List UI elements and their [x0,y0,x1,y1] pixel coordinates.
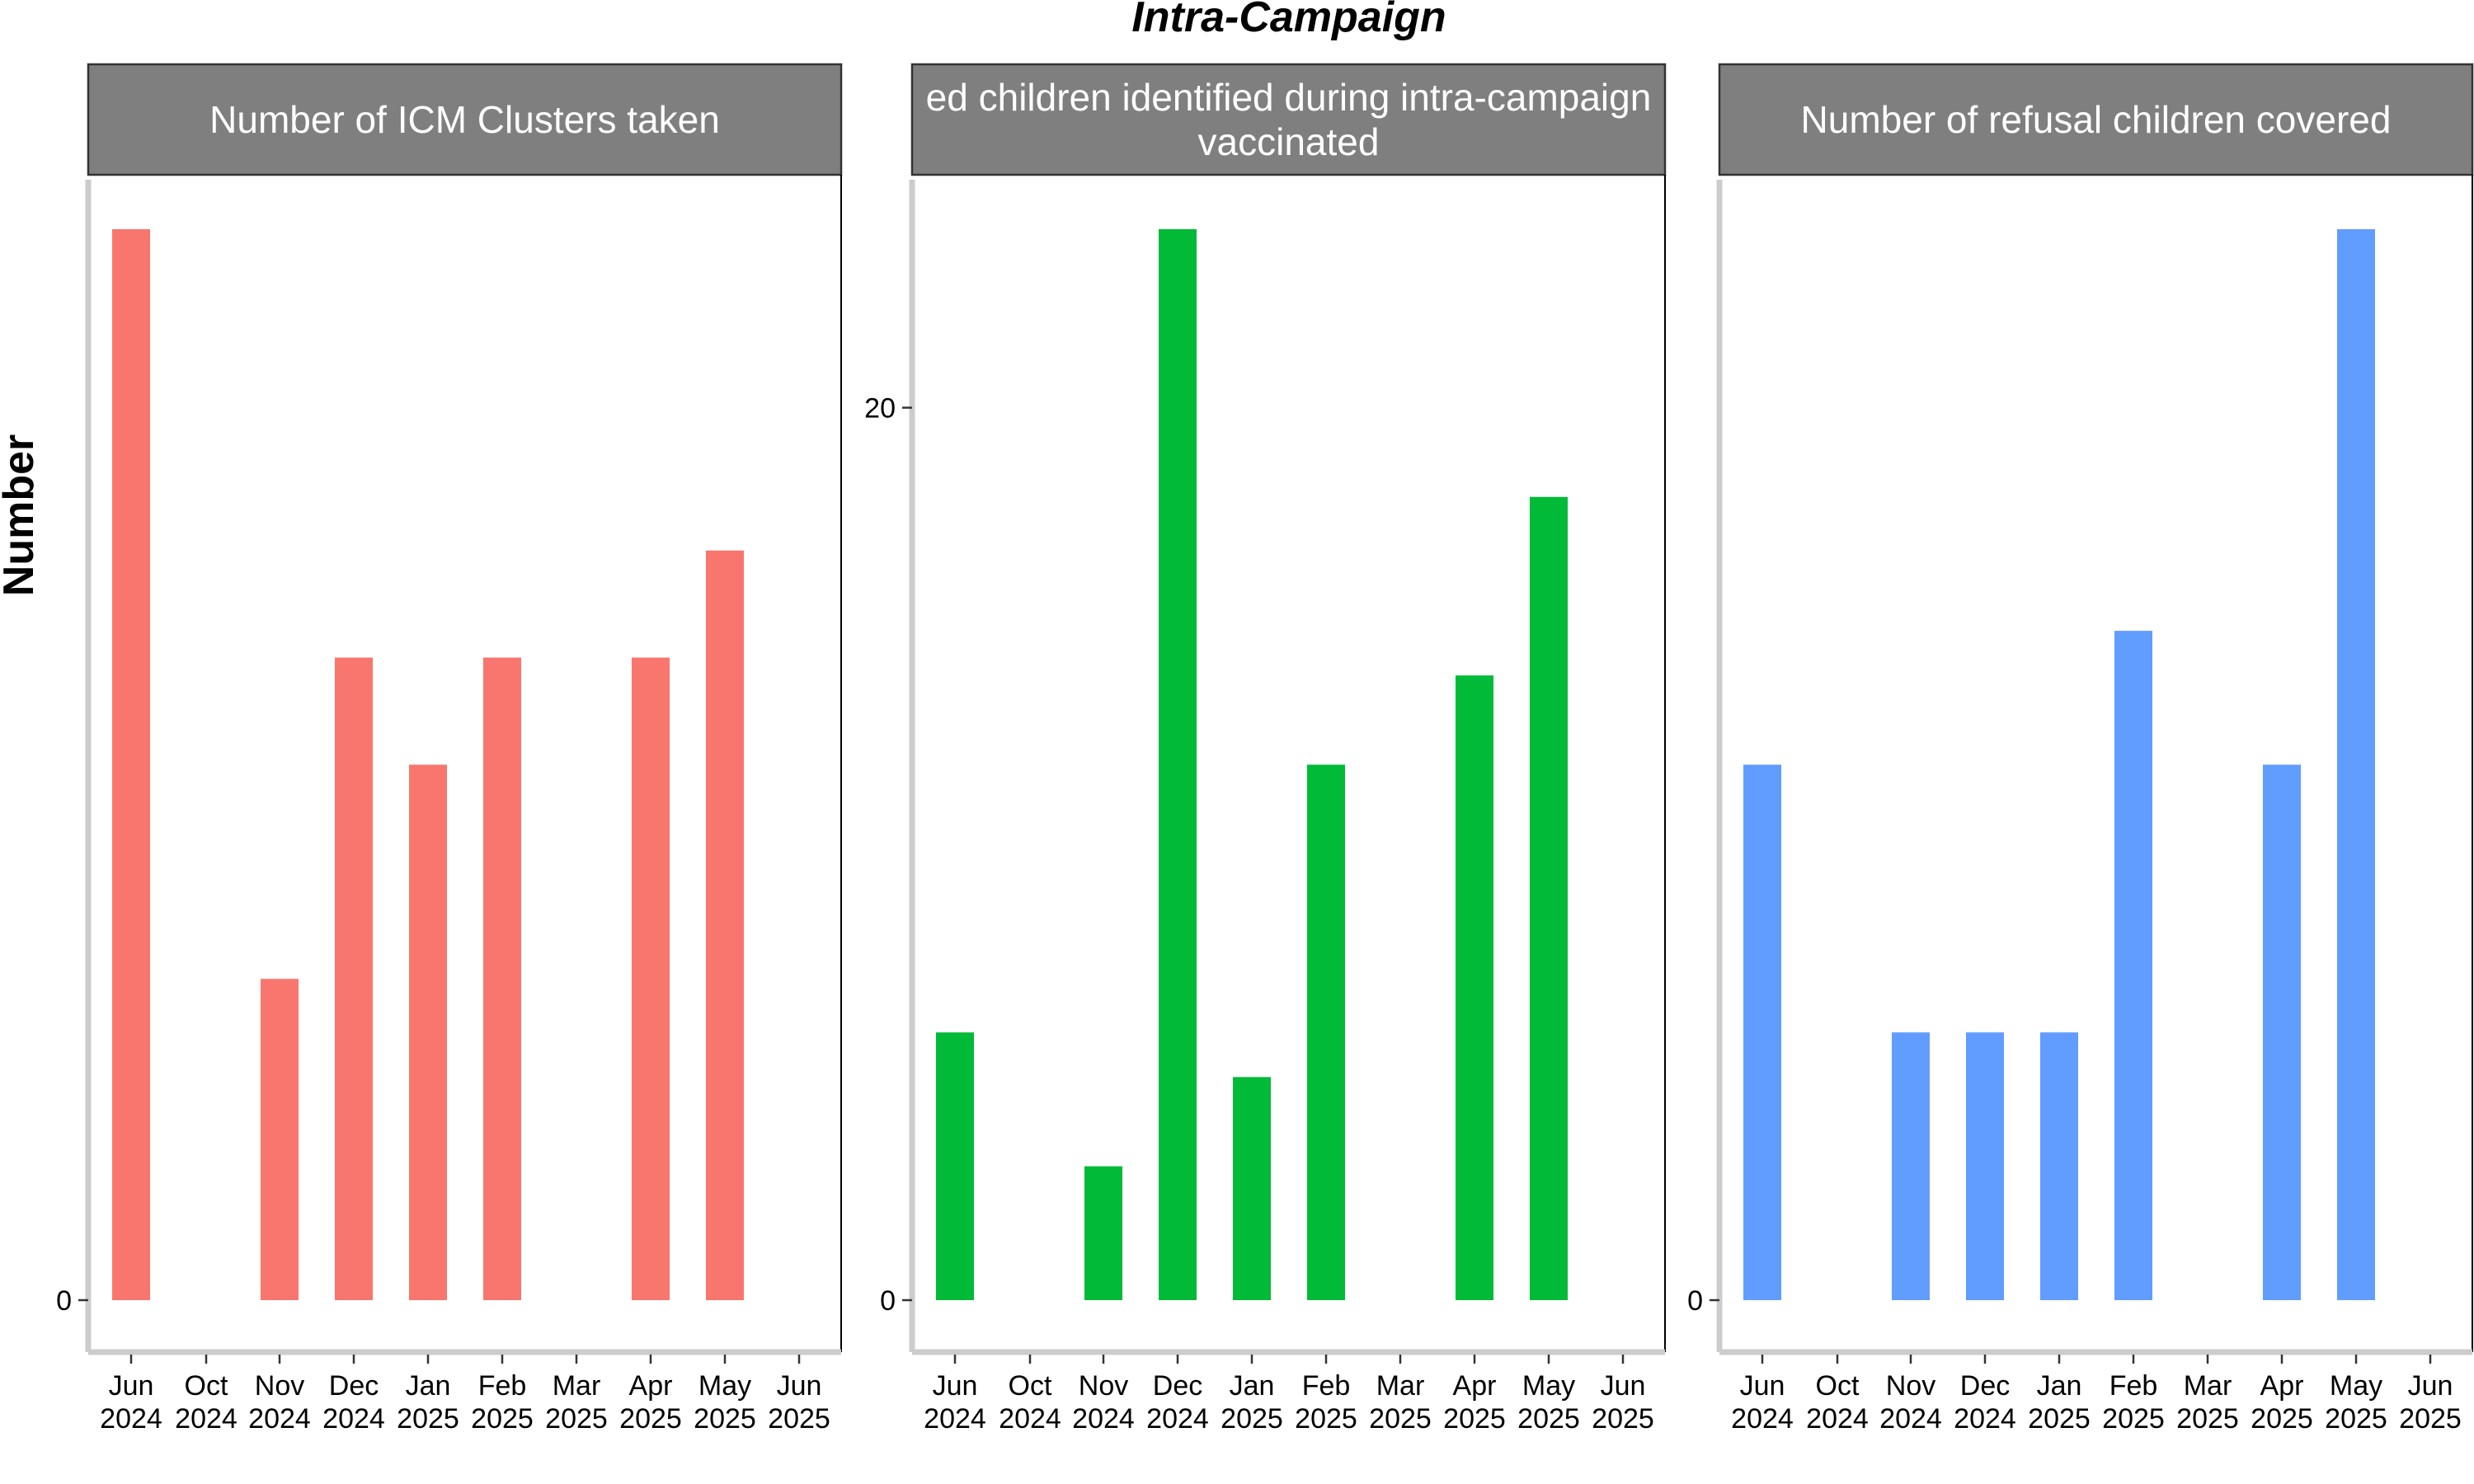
x-tick-label: Jan [2037,1370,2082,1402]
bar [632,657,670,1300]
x-tick-label: 2024 [1731,1403,1794,1435]
bar [706,550,744,1300]
x-tick-label: Dec [1960,1370,2010,1402]
x-tick-label: Jun [777,1370,822,1402]
x-tick-label: Jan [406,1370,451,1402]
x-tick-label: 2025 [1517,1403,1580,1435]
x-tick-label: May [1522,1370,1575,1402]
x-tick-label: 2025 [768,1403,830,1435]
y-tick-label: 20 [864,393,896,425]
x-tick-label: 2025 [397,1403,459,1435]
x-tick-label: Dec [329,1370,379,1402]
facet-strip-title: ed children identified during intra-camp… [926,76,1652,119]
x-tick-label: 2024 [999,1403,1061,1435]
bar [1892,1032,1930,1300]
x-tick-label: Jun [109,1370,154,1402]
facet-strip-title: Number of ICM Clusters taken [209,98,720,141]
bar [1456,675,1493,1300]
x-tick-label: 2024 [1072,1403,1135,1435]
facet-panel: Number of refusal children covered0Jun20… [1687,63,2474,1435]
x-tick-label: 2025 [2176,1403,2239,1435]
facet-panel: ed children identified during intra-camp… [864,63,1667,1435]
bar [936,1032,974,1300]
facet-panel: Number of ICM Clusters taken0Jun2024Oct2… [56,63,843,1435]
x-tick-label: Jun [1601,1370,1646,1402]
x-tick-label: Oct [1009,1370,1052,1402]
bar [335,657,373,1300]
bar [1743,764,1781,1300]
x-tick-label: Jun [2408,1370,2453,1402]
x-tick-label: Nov [1886,1370,1935,1402]
facet-strip [87,63,843,176]
x-tick-label: Oct [1816,1370,1860,1402]
chart-title: Intra-Campaign [1131,0,1446,41]
bar [261,979,299,1300]
x-tick-label: Oct [185,1370,228,1402]
x-tick-label: Dec [1153,1370,1202,1402]
x-tick-label: 2024 [924,1403,986,1435]
x-tick-label: Mar [2184,1370,2232,1402]
x-tick-label: Feb [478,1370,527,1402]
bar [2263,764,2301,1300]
x-tick-label: Mar [1376,1370,1425,1402]
x-tick-label: 2024 [1146,1403,1209,1435]
x-tick-label: 2024 [322,1403,385,1435]
x-tick-label: Apr [629,1370,673,1402]
x-tick-label: 2024 [1954,1403,2016,1435]
x-tick-label: 2025 [1592,1403,1654,1435]
x-tick-label: Jun [1740,1370,1785,1402]
y-tick-label: 0 [1687,1285,1703,1317]
x-tick-label: 2025 [694,1403,756,1435]
bar [1159,229,1197,1300]
x-tick-label: Nov [255,1370,304,1402]
x-tick-label: Mar [553,1370,601,1402]
bar [1233,1077,1271,1300]
x-tick-label: 2025 [619,1403,682,1435]
bar [2337,229,2375,1300]
x-tick-label: 2024 [1879,1403,1942,1435]
bar [112,229,150,1300]
bar [1084,1166,1122,1300]
bar [1966,1032,2004,1300]
x-tick-label: Apr [2260,1370,2304,1402]
facets: Number of ICM Clusters taken0Jun2024Oct2… [56,63,2474,1435]
x-tick-label: 2025 [2325,1403,2387,1435]
x-tick-label: Apr [1453,1370,1497,1402]
x-tick-label: Jan [1230,1370,1275,1402]
facet-strip-title: vaccinated [1198,120,1380,163]
x-tick-label: May [2330,1370,2382,1402]
x-tick-label: 2024 [1806,1403,1869,1435]
y-axis-label: Number [0,434,43,596]
x-tick-label: 2025 [1443,1403,1506,1435]
x-tick-label: 2024 [175,1403,238,1435]
y-tick-label: 0 [56,1285,72,1317]
x-tick-label: Feb [1302,1370,1351,1402]
facet-strip [1718,63,2474,176]
y-tick-label: 0 [880,1285,896,1317]
facet-strip-title: Number of refusal children covered [1801,98,2392,141]
x-tick-label: 2025 [2102,1403,2165,1435]
x-tick-label: 2025 [2399,1403,2462,1435]
x-tick-label: 2024 [248,1403,311,1435]
x-tick-label: 2025 [1295,1403,1357,1435]
x-tick-label: 2025 [545,1403,608,1435]
facet-strip [910,63,1667,176]
x-tick-label: May [698,1370,751,1402]
bar [409,764,447,1300]
x-tick-label: 2024 [100,1403,162,1435]
x-tick-label: 2025 [2251,1403,2313,1435]
x-tick-label: 2025 [1221,1403,1283,1435]
bar [1307,764,1345,1300]
bar [2040,1032,2078,1300]
bar [2114,631,2152,1300]
x-tick-label: 2025 [471,1403,534,1435]
x-tick-label: 2025 [2028,1403,2091,1435]
x-tick-label: 2025 [1369,1403,1432,1435]
bar [483,657,521,1300]
bar [1530,496,1568,1300]
x-tick-label: Feb [2109,1370,2158,1402]
x-tick-label: Nov [1079,1370,1128,1402]
x-tick-label: Jun [933,1370,978,1402]
